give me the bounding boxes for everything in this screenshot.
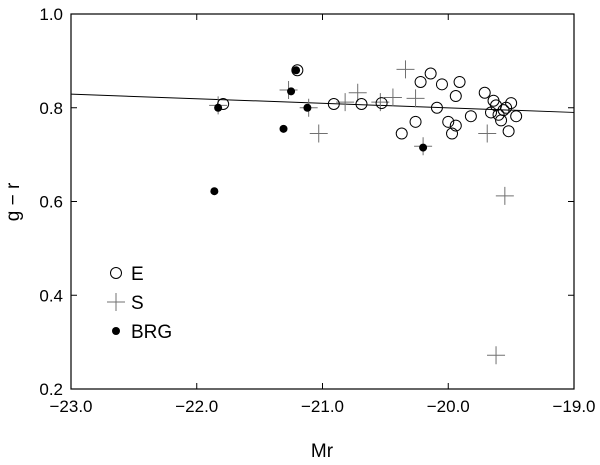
x-tick-label: −23.0 — [49, 397, 92, 416]
data-point-s — [406, 89, 425, 108]
y-tick-label: 1.0 — [39, 5, 63, 24]
legend-label-e: E — [131, 264, 144, 285]
data-point-e — [414, 75, 427, 88]
data-point-s — [383, 88, 402, 107]
y-tick-label: 0.8 — [39, 99, 63, 118]
data-point-e — [510, 110, 523, 123]
data-point-e — [497, 104, 510, 117]
data-point-s — [396, 60, 415, 79]
data-point-e — [409, 115, 422, 128]
data-point-brg — [210, 187, 219, 196]
data-point-e — [435, 78, 448, 91]
data-point-e — [449, 119, 462, 132]
data-point-brg — [287, 87, 296, 96]
y-tick-label: 0.6 — [39, 193, 63, 212]
data-point-brg — [303, 103, 312, 112]
plot-marks — [70, 60, 575, 365]
data-point-e — [375, 97, 388, 110]
data-point-brg — [419, 143, 428, 152]
legend-label-s: S — [131, 293, 144, 314]
data-point-brg — [292, 66, 301, 75]
data-point-e — [464, 110, 477, 123]
data-point-e — [453, 75, 466, 88]
axis-ticks: −23.0 −22.0 −21.0 −20.0 −19.0 0.2 0.4 0.6 0.8 1.0 — [39, 5, 595, 416]
data-point-e — [449, 90, 462, 103]
legend-marker-brg — [112, 327, 120, 335]
data-point-e — [502, 125, 515, 138]
data-point-e — [291, 64, 304, 77]
x-tick-label: −21.0 — [301, 397, 344, 416]
legend-marker-s — [107, 293, 125, 311]
legend-label-brg: BRG — [131, 322, 172, 343]
data-point-e — [505, 97, 518, 110]
data-point-brg — [279, 124, 288, 133]
x-tick-label: −19.0 — [552, 397, 595, 416]
data-point-s — [348, 83, 367, 102]
data-point-e — [327, 98, 340, 110]
data-point-e — [442, 115, 455, 128]
data-point-e — [478, 86, 491, 99]
data-point-s — [478, 124, 497, 143]
data-point-e — [355, 98, 368, 110]
x-tick-label: −22.0 — [175, 397, 218, 416]
data-point-e — [424, 67, 437, 80]
fit-line — [70, 93, 575, 113]
y-tick-label: 0.2 — [39, 380, 63, 399]
data-point-s — [487, 346, 506, 365]
data-point-s — [495, 186, 514, 205]
x-axis-label: Mr — [311, 441, 334, 462]
data-point-e — [430, 101, 443, 114]
data-point-brg — [214, 103, 223, 112]
data-point-e — [395, 127, 408, 140]
data-point-e — [446, 127, 459, 140]
data-point-s — [309, 124, 328, 143]
y-tick-label: 0.4 — [39, 286, 63, 305]
x-tick-label: −20.0 — [427, 397, 470, 416]
legend: ES BRG — [107, 264, 172, 343]
y-axis-label: g − r — [3, 182, 24, 221]
legend-marker-e — [110, 267, 122, 279]
